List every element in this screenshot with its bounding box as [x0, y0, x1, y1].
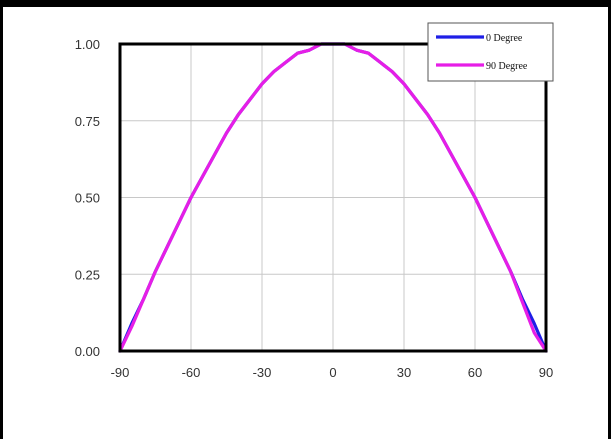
x-tick-label: 30: [397, 365, 411, 380]
y-tick-label: 0.50: [75, 191, 100, 206]
plot-area: [118, 42, 548, 353]
y-tick-label: 0.75: [75, 114, 100, 129]
legend-box: [427, 22, 554, 82]
x-tick-label: 90: [539, 365, 553, 380]
legend-label: 0 Degree: [486, 33, 523, 44]
y-tick-label: 0.25: [75, 267, 100, 282]
legend: 0 Degree 90 Degree: [427, 22, 554, 82]
x-tick-label: 60: [468, 365, 482, 380]
x-tick-label: 0: [329, 365, 336, 380]
legend-label: 90 Degree: [486, 61, 528, 72]
y-tick-label: 0.00: [75, 344, 100, 359]
x-tick-label: -30: [253, 365, 272, 380]
grid: [119, 43, 547, 352]
tick-labels: -90 -60 -30 0 30 60 90 0.00 0.25 0.50 0.75 1.00: [75, 37, 554, 380]
y-tick-label: 1.00: [75, 37, 100, 52]
x-tick-label: -60: [182, 365, 201, 380]
x-tick-label: -90: [111, 365, 130, 380]
